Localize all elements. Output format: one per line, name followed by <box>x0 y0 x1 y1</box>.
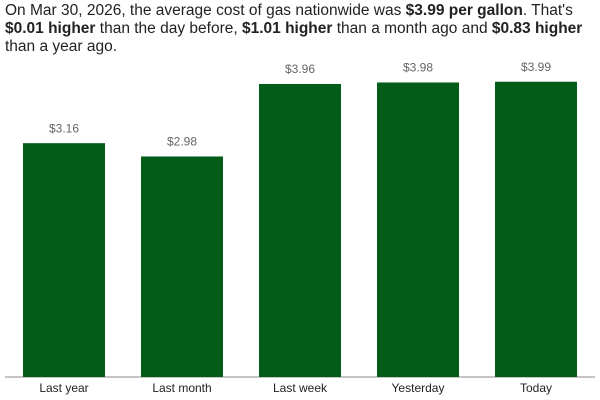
headline-segment: . That's <box>522 2 573 19</box>
headline-segment: than a month ago and <box>332 20 492 37</box>
headline-segment: than the day before, <box>95 20 242 37</box>
x-tick-label: Last week <box>273 381 328 395</box>
headline: On Mar 30, 2026, the average cost of gas… <box>5 2 595 56</box>
bar <box>377 82 459 377</box>
headline-segment: On Mar 30, 2026, the average cost of gas… <box>5 2 406 19</box>
headline-segment: $0.01 higher <box>5 20 96 37</box>
value-label: $3.96 <box>285 62 315 76</box>
headline-segment: $3.99 per gallon <box>405 2 523 19</box>
bar <box>495 81 577 378</box>
headline-segment: than a year ago. <box>5 38 118 55</box>
bar <box>259 83 341 378</box>
value-label: $3.16 <box>49 121 79 135</box>
bar <box>141 156 223 377</box>
value-label: $2.98 <box>167 135 197 149</box>
value-label: $3.99 <box>521 60 551 74</box>
headline-segment: $1.01 higher <box>241 20 333 37</box>
x-tick-label: Last month <box>152 381 211 395</box>
x-tick-label: Last year <box>39 381 88 395</box>
headline-segment: $0.83 higher <box>491 20 583 37</box>
x-tick-label: Yesterday <box>392 381 445 395</box>
value-label: $3.98 <box>403 61 433 75</box>
x-tick-label: Today <box>520 381 552 395</box>
bar <box>23 143 105 377</box>
